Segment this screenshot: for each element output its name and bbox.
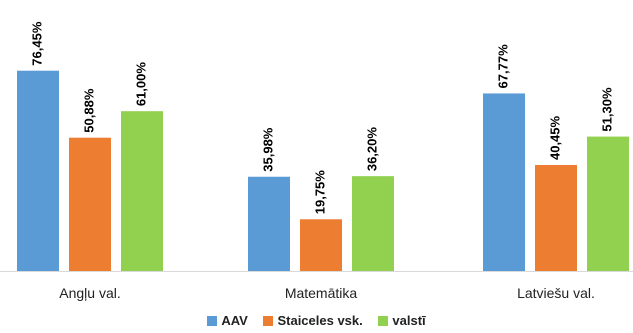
- legend-label-aav: AAV: [221, 313, 248, 329]
- data-label-2-0: 67,77%: [495, 44, 510, 89]
- bar-1-2: [352, 176, 394, 271]
- bar-1-1: [300, 219, 342, 271]
- category-label-0: Angļu val.: [59, 285, 120, 301]
- legend-swatch-valsti: [378, 316, 389, 327]
- bar-0-1: [69, 137, 111, 271]
- legend-label-valsti: valstī: [392, 313, 426, 329]
- data-label-2-1: 40,45%: [547, 115, 562, 160]
- legend: AAV Staiceles vsk. valstī: [0, 312, 633, 328]
- data-label-1-2: 36,20%: [364, 127, 379, 172]
- bar-0-2: [121, 111, 163, 272]
- bar-2-2: [587, 136, 629, 271]
- data-label-0-1: 50,88%: [81, 88, 96, 133]
- category-label-1: Matemātika: [285, 285, 358, 301]
- bar-2-0: [483, 93, 525, 271]
- legend-item-aav: AAV: [207, 313, 248, 329]
- data-label-1-1: 19,75%: [312, 170, 327, 215]
- bar-1-0: [248, 176, 290, 271]
- legend-swatch-aav: [207, 316, 218, 327]
- bar-2-1: [535, 165, 577, 271]
- data-label-0-0: 76,45%: [29, 21, 44, 66]
- legend-item-staiceles: Staiceles vsk.: [263, 313, 363, 329]
- legend-swatch-staiceles: [263, 316, 274, 327]
- bar-0-0: [17, 70, 59, 272]
- data-label-2-2: 51,30%: [599, 87, 614, 132]
- bar-chart: 76,45% 50,88% 61,00% Angļu val. 35,98% 19,75%…: [0, 21, 633, 301]
- legend-label-staiceles: Staiceles vsk.: [277, 313, 363, 329]
- data-label-0-2: 61,00%: [133, 62, 148, 107]
- category-label-2: Latviešu val.: [517, 285, 595, 301]
- data-label-1-0: 35,98%: [260, 127, 275, 172]
- legend-item-valsti: valstī: [378, 313, 426, 329]
